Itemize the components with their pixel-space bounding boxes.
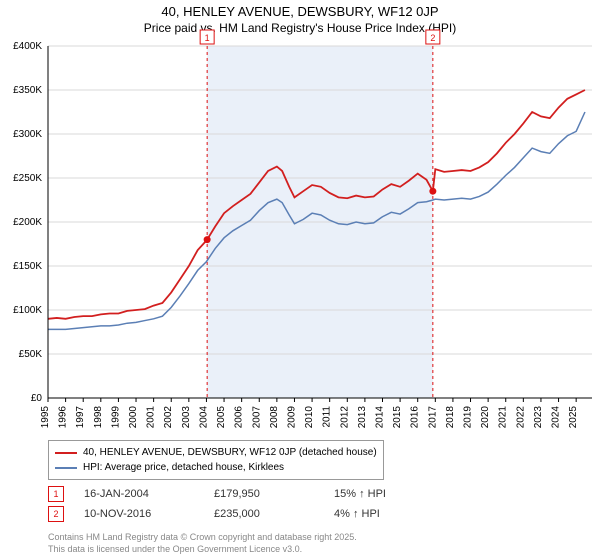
legend-label: HPI: Average price, detached house, Kirk… — [83, 460, 284, 475]
x-tick-label: 2012 — [339, 406, 350, 429]
marker-table-row: 1 16-JAN-2004£179,95015% ↑ HPI — [48, 484, 454, 504]
x-tick-label: 2013 — [357, 406, 368, 429]
y-tick-label: £250K — [13, 173, 42, 184]
x-tick-label: 2002 — [163, 406, 174, 429]
legend-label: 40, HENLEY AVENUE, DEWSBURY, WF12 0JP (d… — [83, 445, 377, 460]
x-tick-label: 2023 — [533, 406, 544, 429]
x-tick-label: 2004 — [198, 406, 209, 429]
legend-row: 40, HENLEY AVENUE, DEWSBURY, WF12 0JP (d… — [55, 445, 377, 460]
footnote: Contains HM Land Registry data © Crown c… — [48, 532, 357, 555]
marker-delta: 15% ↑ HPI — [334, 488, 454, 500]
marker-id-box: 1 — [48, 486, 64, 502]
x-tick-label: 1997 — [75, 406, 86, 429]
y-tick-label: £150K — [13, 261, 42, 272]
x-tick-label: 2017 — [427, 406, 438, 429]
x-tick-label: 2016 — [410, 406, 421, 429]
legend-swatch — [55, 452, 77, 454]
footnote-line1: Contains HM Land Registry data © Crown c… — [48, 532, 357, 544]
x-tick-label: 2025 — [568, 406, 579, 429]
marker-point — [204, 236, 211, 243]
y-tick-label: £350K — [13, 85, 42, 96]
x-tick-label: 2000 — [128, 406, 139, 429]
marker-table-row: 2 10-NOV-2016£235,0004% ↑ HPI — [48, 504, 454, 524]
x-tick-label: 1995 — [40, 406, 51, 429]
marker-flag-label: 1 — [205, 33, 210, 43]
x-tick-label: 2011 — [322, 406, 333, 428]
x-tick-label: 2008 — [269, 406, 280, 429]
x-tick-label: 1999 — [110, 406, 121, 429]
marker-date: 16-JAN-2004 — [84, 488, 214, 500]
x-tick-label: 2015 — [392, 406, 403, 429]
marker-id-box: 2 — [48, 506, 64, 522]
x-tick-label: 2022 — [515, 406, 526, 429]
x-tick-label: 2005 — [216, 406, 227, 429]
marker-price: £179,950 — [214, 488, 334, 500]
marker-flag-label: 2 — [430, 33, 435, 43]
y-tick-label: £0 — [31, 393, 43, 404]
y-tick-label: £50K — [19, 349, 43, 360]
x-tick-label: 2021 — [498, 406, 509, 429]
x-tick-label: 2010 — [304, 406, 315, 429]
x-tick-label: 2014 — [374, 406, 385, 429]
y-tick-label: £200K — [13, 217, 42, 228]
x-tick-label: 2001 — [146, 406, 157, 429]
marker-delta: 4% ↑ HPI — [334, 508, 454, 520]
marker-price: £235,000 — [214, 508, 334, 520]
legend-row: HPI: Average price, detached house, Kirk… — [55, 460, 377, 475]
y-tick-label: £400K — [13, 41, 42, 52]
x-tick-label: 2018 — [445, 406, 456, 429]
y-tick-label: £100K — [13, 305, 42, 316]
x-tick-label: 1996 — [58, 406, 69, 429]
marker-date: 10-NOV-2016 — [84, 508, 214, 520]
x-tick-label: 2003 — [181, 406, 192, 429]
legend-swatch — [55, 467, 77, 469]
x-tick-label: 2007 — [251, 406, 262, 429]
x-tick-label: 2020 — [480, 406, 491, 429]
x-tick-label: 1998 — [93, 406, 104, 429]
x-tick-label: 2019 — [463, 406, 474, 429]
legend: 40, HENLEY AVENUE, DEWSBURY, WF12 0JP (d… — [48, 440, 384, 480]
price-chart: £0 £50K £100K £150K £200K £250K £300K £350K £400… — [0, 0, 600, 440]
y-tick-label: £300K — [13, 129, 42, 140]
x-tick-label: 2024 — [551, 406, 562, 429]
x-tick-label: 2009 — [286, 406, 297, 429]
x-tick-label: 2006 — [234, 406, 245, 429]
footnote-line2: This data is licensed under the Open Gov… — [48, 544, 357, 556]
marker-table: 1 16-JAN-2004£179,95015% ↑ HPI 2 10-NOV-201… — [48, 484, 454, 524]
marker-point — [429, 188, 436, 195]
